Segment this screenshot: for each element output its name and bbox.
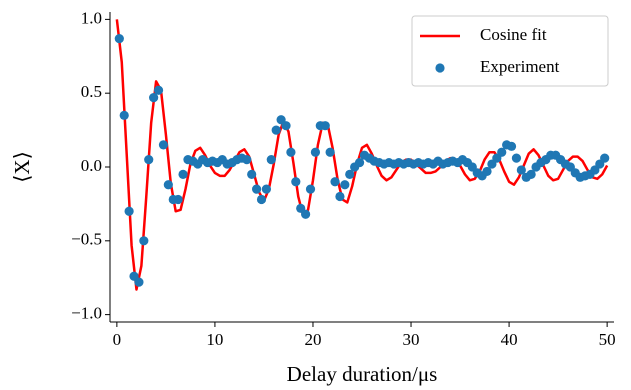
data-point — [310, 147, 321, 157]
data-point — [261, 184, 271, 194]
data-point — [345, 169, 355, 179]
data-point — [301, 209, 311, 219]
data-point — [256, 194, 267, 205]
data-point — [114, 33, 124, 44]
data-point — [354, 157, 365, 168]
data-point — [325, 147, 335, 157]
data-point — [153, 85, 164, 95]
data-point — [158, 140, 169, 150]
legend-swatch — [435, 63, 445, 73]
data-point — [178, 169, 188, 179]
data-point — [281, 121, 291, 131]
fit-line — [115, 19, 609, 291]
x-axis-label: Delay duration/μs — [287, 362, 438, 386]
data-point — [149, 93, 159, 103]
data-point — [163, 180, 173, 190]
data-point — [516, 165, 526, 175]
data-point — [482, 166, 492, 177]
x-tick-label: 50 — [599, 330, 616, 349]
legend-box — [411, 15, 609, 87]
y-axis-label: ⟨X⟩ — [10, 151, 34, 183]
data-point — [242, 155, 252, 165]
y-tick-label: −1.0 — [71, 304, 102, 323]
data-point — [286, 147, 296, 157]
data-point — [305, 184, 316, 194]
data-point — [320, 121, 330, 131]
data-point — [291, 177, 301, 187]
data-point — [526, 169, 536, 179]
y-tick-label: 0.5 — [81, 82, 102, 101]
x-tick-label: 0 — [113, 330, 122, 349]
data-point — [335, 191, 345, 202]
data-point — [511, 153, 522, 163]
data-point — [124, 206, 134, 216]
x-tick-label: 40 — [501, 330, 518, 349]
data-point — [251, 184, 262, 194]
data-point — [266, 155, 276, 165]
legend-label: Cosine fit — [480, 25, 547, 44]
data-point — [119, 110, 129, 120]
data-point — [247, 169, 257, 179]
data-point — [600, 153, 610, 163]
data-point — [139, 236, 149, 246]
data-point — [497, 147, 507, 157]
data-point — [506, 141, 517, 151]
y-tick-label: −0.5 — [71, 230, 102, 249]
legend-label: Experiment — [480, 57, 560, 76]
data-point — [271, 125, 281, 135]
y-tick-label: 0.0 — [81, 156, 102, 175]
data-point — [134, 277, 144, 287]
x-tick-label: 30 — [403, 330, 420, 349]
data-point — [340, 180, 350, 190]
y-tick-label: 1.0 — [81, 8, 102, 27]
data-point — [144, 155, 154, 165]
x-tick-label: 10 — [206, 330, 223, 349]
data-point — [330, 177, 340, 187]
data-point — [173, 194, 183, 205]
x-tick-label: 20 — [304, 330, 321, 349]
